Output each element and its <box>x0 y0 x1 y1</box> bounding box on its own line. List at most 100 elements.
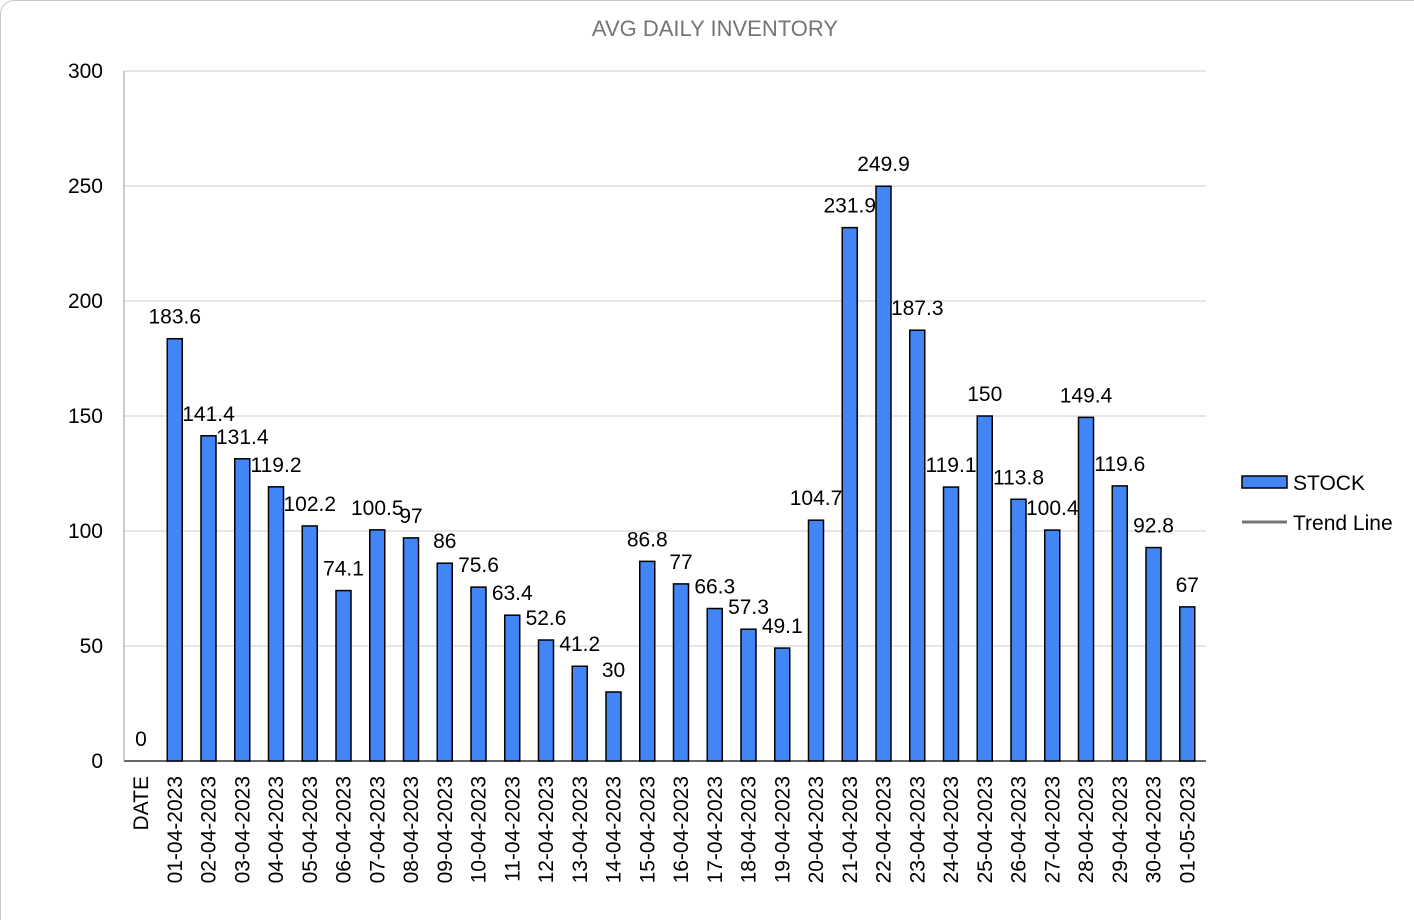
x-tick-label: 19-04-2023 <box>771 776 794 883</box>
x-tick-label: 16-04-2023 <box>670 776 693 883</box>
data-label: 67 <box>1176 574 1199 597</box>
data-label: 100.5 <box>351 497 404 520</box>
bar <box>571 665 588 762</box>
bar <box>402 537 420 762</box>
bar <box>504 614 521 762</box>
bar <box>335 589 352 762</box>
data-label: 86 <box>433 530 456 553</box>
data-label: 97 <box>399 505 422 528</box>
data-label: 92.8 <box>1133 515 1174 538</box>
x-tick-label: 03-04-2023 <box>231 776 254 883</box>
data-label: 119.1 <box>926 454 977 477</box>
x-tick-label: 27-04-2023 <box>1041 776 1064 883</box>
y-axis-ticks: 0 50 100 150 200 250 300 <box>68 60 103 773</box>
bar <box>166 337 183 762</box>
data-label: 141.4 <box>182 403 235 426</box>
bar <box>537 639 555 762</box>
data-label: 249.9 <box>857 153 910 176</box>
bar <box>200 435 217 762</box>
x-tick-label: 15-04-2023 <box>636 776 659 883</box>
bar <box>1077 416 1095 762</box>
data-label: 119.6 <box>1094 453 1145 476</box>
x-tick-label: 06-04-2023 <box>333 776 356 883</box>
x-tick-label: 22-04-2023 <box>873 776 896 883</box>
gridlines <box>123 70 1206 762</box>
data-label: 131.4 <box>216 426 269 449</box>
legend-label: STOCK <box>1293 472 1365 495</box>
y-tick-label: 0 <box>91 750 103 773</box>
data-label: 104.7 <box>790 487 843 510</box>
x-axis-ticks: DATE 01-04-2023 02-04-2023 03-04-2023 04-04-… <box>130 776 1199 883</box>
x-tick-label: 10-04-2023 <box>468 776 491 883</box>
x-tick-label: 21-04-2023 <box>839 776 862 883</box>
bar <box>1145 546 1162 762</box>
data-label: 86.8 <box>627 528 668 551</box>
x-tick-label: 30-04-2023 <box>1143 776 1166 883</box>
x-tick-label: 25-04-2023 <box>974 776 997 883</box>
x-tick-label: 08-04-2023 <box>400 776 423 883</box>
x-tick-label: 13-04-2023 <box>569 776 592 883</box>
bar <box>1111 485 1128 762</box>
data-labels: 0183.6141.4131.4119.2102.274.1100.597867… <box>135 153 1199 751</box>
y-tick-label: 200 <box>68 290 103 313</box>
data-label: 187.3 <box>891 297 944 320</box>
x-tick-label: 23-04-2023 <box>906 776 929 883</box>
data-label: 75.6 <box>458 554 499 577</box>
data-label: 66.3 <box>694 576 735 599</box>
data-label: 183.6 <box>148 306 201 329</box>
data-label: 150 <box>967 383 1002 406</box>
y-tick-label: 100 <box>68 520 103 543</box>
data-label: 52.6 <box>526 607 567 630</box>
data-label: 0 <box>135 728 147 751</box>
data-label: 57.3 <box>728 596 769 619</box>
bar <box>976 415 993 762</box>
x-tick-label: 01-05-2023 <box>1176 776 1199 883</box>
x-tick-label: 28-04-2023 <box>1075 776 1098 883</box>
x-tick-label: 02-04-2023 <box>198 776 221 883</box>
bar <box>841 226 858 762</box>
x-tick-label: 05-04-2023 <box>299 776 322 883</box>
bar <box>1044 529 1061 762</box>
data-label: 119.2 <box>251 454 302 477</box>
bar <box>740 628 757 762</box>
data-label: 231.9 <box>823 195 876 218</box>
bar <box>672 583 690 762</box>
x-tick-label: 09-04-2023 <box>434 776 457 883</box>
y-tick-label: 150 <box>68 405 103 428</box>
bar <box>436 562 453 762</box>
bar <box>470 586 487 762</box>
x-tick-label: 20-04-2023 <box>805 776 828 883</box>
x-tick-label: 18-04-2023 <box>738 776 761 883</box>
y-tick-label: 300 <box>68 60 103 83</box>
x-tick-label: 26-04-2023 <box>1008 776 1031 883</box>
x-tick-label: 24-04-2023 <box>940 776 963 883</box>
bar <box>875 185 892 762</box>
data-label: 30 <box>602 659 625 682</box>
legend-swatch-bar <box>1241 475 1288 489</box>
bar <box>369 529 386 762</box>
bar <box>267 486 285 762</box>
data-label: 49.1 <box>762 615 803 638</box>
x-tick-label: 01-04-2023 <box>164 776 187 883</box>
bar <box>234 458 251 762</box>
bar <box>301 525 318 762</box>
bar <box>942 486 960 762</box>
x-tick-label: 12-04-2023 <box>535 776 558 883</box>
legend: STOCK Trend Line <box>1241 472 1393 535</box>
x-tick-label: 07-04-2023 <box>366 776 389 883</box>
data-label: 100.4 <box>1026 497 1079 520</box>
x-tick-label: 17-04-2023 <box>704 776 727 883</box>
bar <box>1010 498 1027 762</box>
data-label: 149.4 <box>1060 384 1113 407</box>
bar <box>639 560 656 762</box>
bar <box>605 691 622 762</box>
y-tick-label: 250 <box>68 175 103 198</box>
data-label: 102.2 <box>283 493 336 516</box>
bars <box>166 185 1196 762</box>
chart-title: AVG DAILY INVENTORY <box>592 16 838 41</box>
data-label: 63.4 <box>492 582 533 605</box>
x-tick-label: 14-04-2023 <box>603 776 626 883</box>
x-tick-label: 04-04-2023 <box>265 776 288 883</box>
